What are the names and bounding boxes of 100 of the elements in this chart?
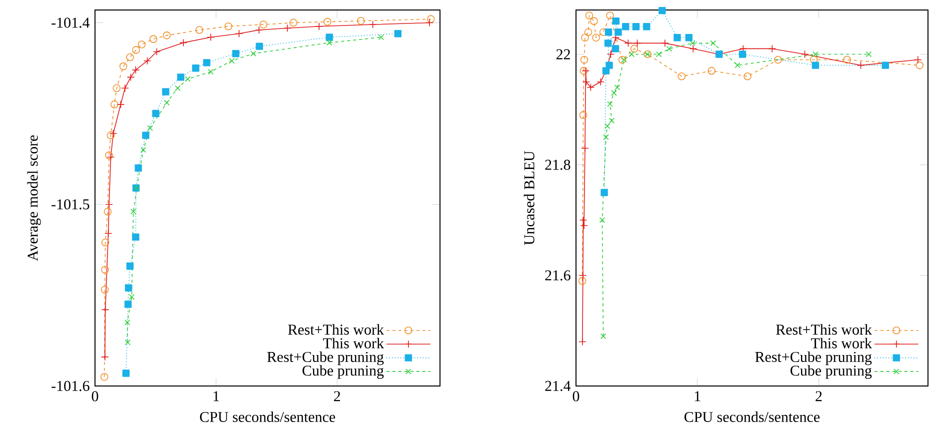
point: [378, 34, 384, 40]
point: [283, 24, 292, 32]
point: [255, 26, 263, 34]
point: [866, 51, 872, 58]
point: [621, 56, 627, 63]
point: [126, 262, 134, 270]
point: [126, 53, 134, 62]
point: [578, 338, 586, 346]
point: [132, 66, 140, 74]
point: [630, 44, 638, 53]
point: [101, 266, 109, 274]
point: [206, 33, 215, 42]
point: [606, 50, 615, 58]
y-tick-label: -101.5: [52, 199, 90, 210]
y-tick-label: 21.6: [545, 270, 570, 280]
point: [614, 28, 622, 36]
y-tick-label: 22: [556, 49, 570, 60]
point: [326, 40, 332, 46]
point: [142, 132, 150, 139]
point: [580, 56, 588, 64]
point: [600, 333, 606, 340]
point: [177, 74, 184, 81]
point: [134, 164, 142, 172]
point: [734, 62, 740, 68]
point: [112, 84, 121, 92]
point: [628, 51, 634, 58]
point: [581, 144, 589, 152]
point: [606, 62, 613, 69]
point: [618, 56, 626, 64]
point: [250, 50, 256, 56]
point: [315, 22, 323, 30]
point: [812, 62, 820, 69]
point: [208, 68, 214, 75]
point: [666, 46, 672, 52]
point: [179, 38, 188, 47]
point: [579, 111, 588, 119]
point: [426, 18, 434, 27]
point: [235, 30, 243, 38]
point: [132, 46, 140, 54]
point: [426, 15, 435, 23]
point: [394, 30, 402, 38]
point: [738, 50, 746, 58]
point: [604, 40, 612, 47]
point: [708, 66, 716, 75]
point: [882, 62, 889, 69]
legend-label: Rest+This work: [288, 324, 384, 335]
legend-label: Cube pruning: [302, 365, 384, 379]
point: [326, 34, 333, 41]
point: [611, 90, 617, 96]
legend-label: Rest+Cube pruning: [267, 351, 384, 366]
point: [124, 300, 132, 308]
point: [192, 64, 200, 72]
point: [228, 58, 235, 64]
point: [685, 34, 692, 42]
point: [581, 34, 589, 42]
point: [584, 28, 592, 36]
legend-label: Rest+Cube pruning: [755, 351, 872, 366]
point: [119, 62, 128, 70]
point: [603, 134, 609, 140]
point: [109, 130, 118, 138]
point: [203, 59, 210, 66]
point: [690, 40, 696, 46]
point: [138, 40, 146, 48]
point: [624, 39, 632, 48]
point: [606, 12, 614, 20]
point: [744, 72, 752, 80]
point: [130, 208, 136, 214]
x-tick-label: 1: [694, 391, 700, 402]
point: [152, 48, 161, 56]
point: [599, 217, 606, 223]
point: [592, 34, 600, 42]
point: [164, 100, 170, 106]
point: [774, 56, 782, 64]
point: [689, 44, 698, 53]
point: [656, 51, 662, 58]
point: [324, 18, 332, 26]
y-axis-title: Uncased BLEU: [524, 151, 534, 245]
point: [124, 340, 131, 346]
point: [678, 72, 686, 80]
point: [604, 28, 612, 36]
x-tick-label: 0: [92, 391, 98, 402]
point: [579, 216, 588, 224]
x-tick-label: 1: [214, 391, 219, 402]
point: [658, 6, 666, 14]
point: [614, 84, 620, 90]
point: [101, 238, 110, 246]
legend-label: Rest+This work: [776, 324, 872, 335]
point: [622, 22, 630, 30]
point: [101, 353, 109, 361]
x-tick-label: 0: [572, 391, 580, 402]
point: [368, 20, 377, 28]
point: [812, 51, 818, 58]
point: [674, 34, 681, 42]
point: [579, 272, 587, 280]
y-axis-title: Average model score: [27, 135, 41, 262]
point: [600, 188, 608, 196]
point: [256, 42, 263, 50]
point: [224, 22, 232, 30]
point: [121, 84, 129, 92]
y-tick-label: 21.4: [545, 380, 571, 392]
